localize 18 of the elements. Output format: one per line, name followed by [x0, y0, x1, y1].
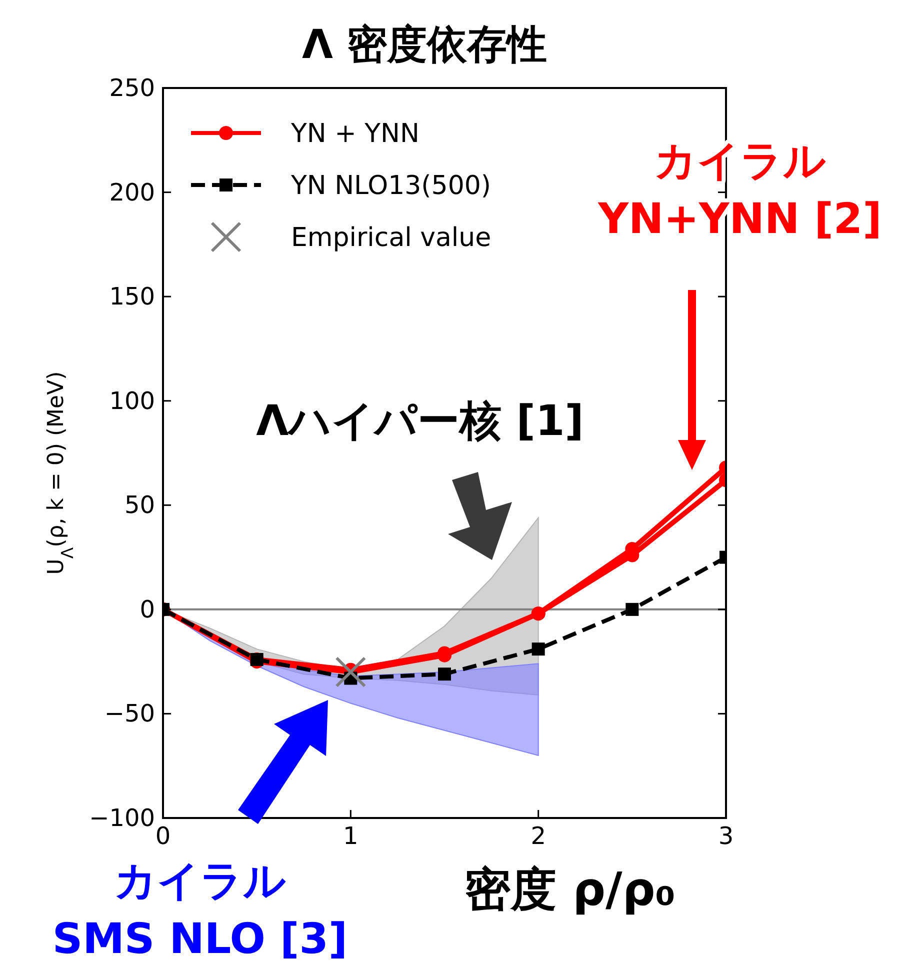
- y-tick-label: −50: [104, 700, 155, 728]
- x-tick-label: 1: [343, 822, 358, 850]
- y-tick-label: 50: [124, 491, 155, 520]
- y-tick-label: 150: [109, 282, 155, 311]
- x-tick-label: 2: [530, 822, 546, 850]
- legend-label: YN + YNN: [290, 119, 420, 149]
- legend-label: YN NLO13(500): [290, 171, 492, 201]
- legend-label: Empirical value: [291, 223, 492, 253]
- y-tick-label: −100: [89, 804, 155, 832]
- y-tick-label: 100: [109, 386, 155, 415]
- y-tick-label: 200: [109, 178, 155, 206]
- y-tick-label: 250: [109, 74, 155, 102]
- chart-title: Λ 密度依存性: [302, 22, 547, 68]
- annotation: Λハイパー核 [1]: [256, 396, 584, 445]
- text: カイラル SMS NLO [3]: [52, 856, 348, 963]
- x-axis-title: 密度 ρ/ρ₀: [464, 862, 676, 916]
- y-tick-label: 0: [140, 595, 155, 624]
- x-tick-label: 3: [718, 822, 734, 850]
